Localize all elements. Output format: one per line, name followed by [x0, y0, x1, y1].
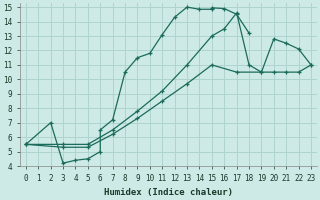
X-axis label: Humidex (Indice chaleur): Humidex (Indice chaleur)	[104, 188, 233, 197]
